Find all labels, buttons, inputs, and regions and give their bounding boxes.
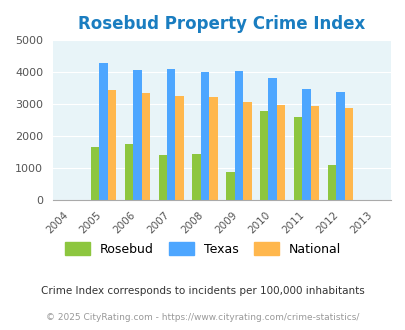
Bar	[310, 107, 318, 200]
Bar	[133, 70, 141, 200]
Bar	[327, 165, 335, 200]
Text: © 2025 CityRating.com - https://www.cityrating.com/crime-statistics/: © 2025 CityRating.com - https://www.city…	[46, 313, 359, 322]
Title: Rosebud Property Crime Index: Rosebud Property Crime Index	[78, 15, 365, 33]
Bar	[124, 144, 133, 200]
Bar	[158, 155, 166, 200]
Bar	[99, 63, 108, 200]
Bar	[268, 78, 276, 200]
Bar	[301, 88, 310, 200]
Bar	[192, 154, 200, 200]
Bar	[276, 106, 285, 200]
Bar	[344, 108, 352, 200]
Bar	[234, 71, 243, 200]
Bar	[259, 111, 268, 200]
Bar	[108, 90, 116, 200]
Bar	[209, 97, 217, 200]
Bar	[243, 102, 251, 200]
Bar	[293, 117, 301, 200]
Bar	[226, 173, 234, 200]
Bar	[141, 93, 150, 200]
Bar	[335, 92, 344, 200]
Legend: Rosebud, Texas, National: Rosebud, Texas, National	[60, 237, 345, 261]
Bar	[91, 147, 99, 200]
Bar	[175, 96, 183, 200]
Text: Crime Index corresponds to incidents per 100,000 inhabitants: Crime Index corresponds to incidents per…	[41, 286, 364, 296]
Bar	[166, 69, 175, 200]
Bar	[200, 72, 209, 200]
